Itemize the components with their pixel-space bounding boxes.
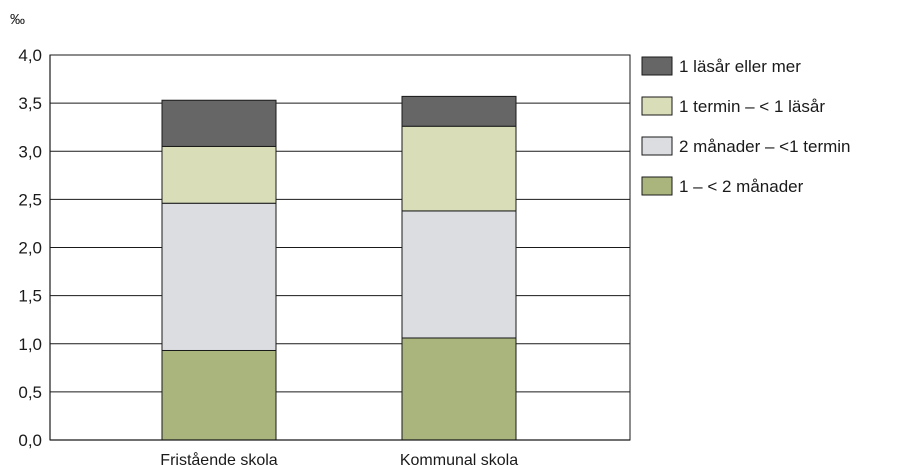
x-tick-label: Fristående skola	[160, 451, 277, 465]
y-tick-label: 0,5	[18, 383, 42, 402]
x-tick-label: Kommunal skola	[400, 452, 518, 465]
y-tick-label: 1,0	[18, 335, 42, 354]
y-tick-label: 2,5	[18, 190, 42, 209]
bar-segment	[161, 349, 277, 441]
y-tick-label: 4,0	[18, 46, 42, 65]
y-axis-tick-labels: 0,0 0,5 1,0 1,5 2,0 2,5 3,0 3,5 4,0	[18, 46, 42, 450]
legend-swatch	[641, 56, 673, 76]
bar-segment	[161, 99, 277, 147]
legend-item: 2 månader – <1 termin	[641, 136, 851, 156]
legend-label: 1 termin – < 1 läsår	[679, 97, 825, 116]
legend-label: 1 – < 2 månader	[679, 177, 804, 196]
bar-stacks	[161, 95, 517, 441]
legend-swatch	[641, 176, 673, 196]
bar-segment	[161, 202, 277, 351]
y-tick-label: 0,0	[18, 431, 42, 450]
legend-item: 1 termin – < 1 läsår	[641, 96, 825, 116]
y-tick-label: 2,0	[18, 239, 42, 258]
y-tick-label: 3,0	[18, 142, 42, 161]
legend-label: 1 läsår eller mer	[679, 57, 801, 76]
y-axis-unit-label: ‰	[10, 11, 25, 28]
bar-segment	[401, 95, 517, 127]
y-tick-label: 3,5	[18, 94, 42, 113]
bar-stack	[401, 95, 517, 441]
grid-lines	[50, 102, 630, 393]
bar-segment	[401, 125, 517, 212]
bar-stack	[161, 99, 277, 441]
bar-segment	[161, 145, 277, 204]
legend-swatch	[641, 136, 673, 156]
legend-swatch	[641, 96, 673, 116]
plot-frame	[49, 54, 631, 441]
x-axis-tick-labels: Fristående skola Kommunal skola	[160, 451, 518, 465]
legend: 1 läsår eller mer 1 termin – < 1 läsår 2 m…	[641, 56, 851, 196]
legend-label: 2 månader – <1 termin	[679, 137, 851, 156]
legend-item: 1 – < 2 månader	[641, 176, 804, 196]
y-tick-label: 1,5	[18, 287, 42, 306]
legend-item: 1 läsår eller mer	[641, 56, 801, 76]
bar-segment	[401, 210, 517, 339]
bar-segment	[401, 337, 517, 441]
